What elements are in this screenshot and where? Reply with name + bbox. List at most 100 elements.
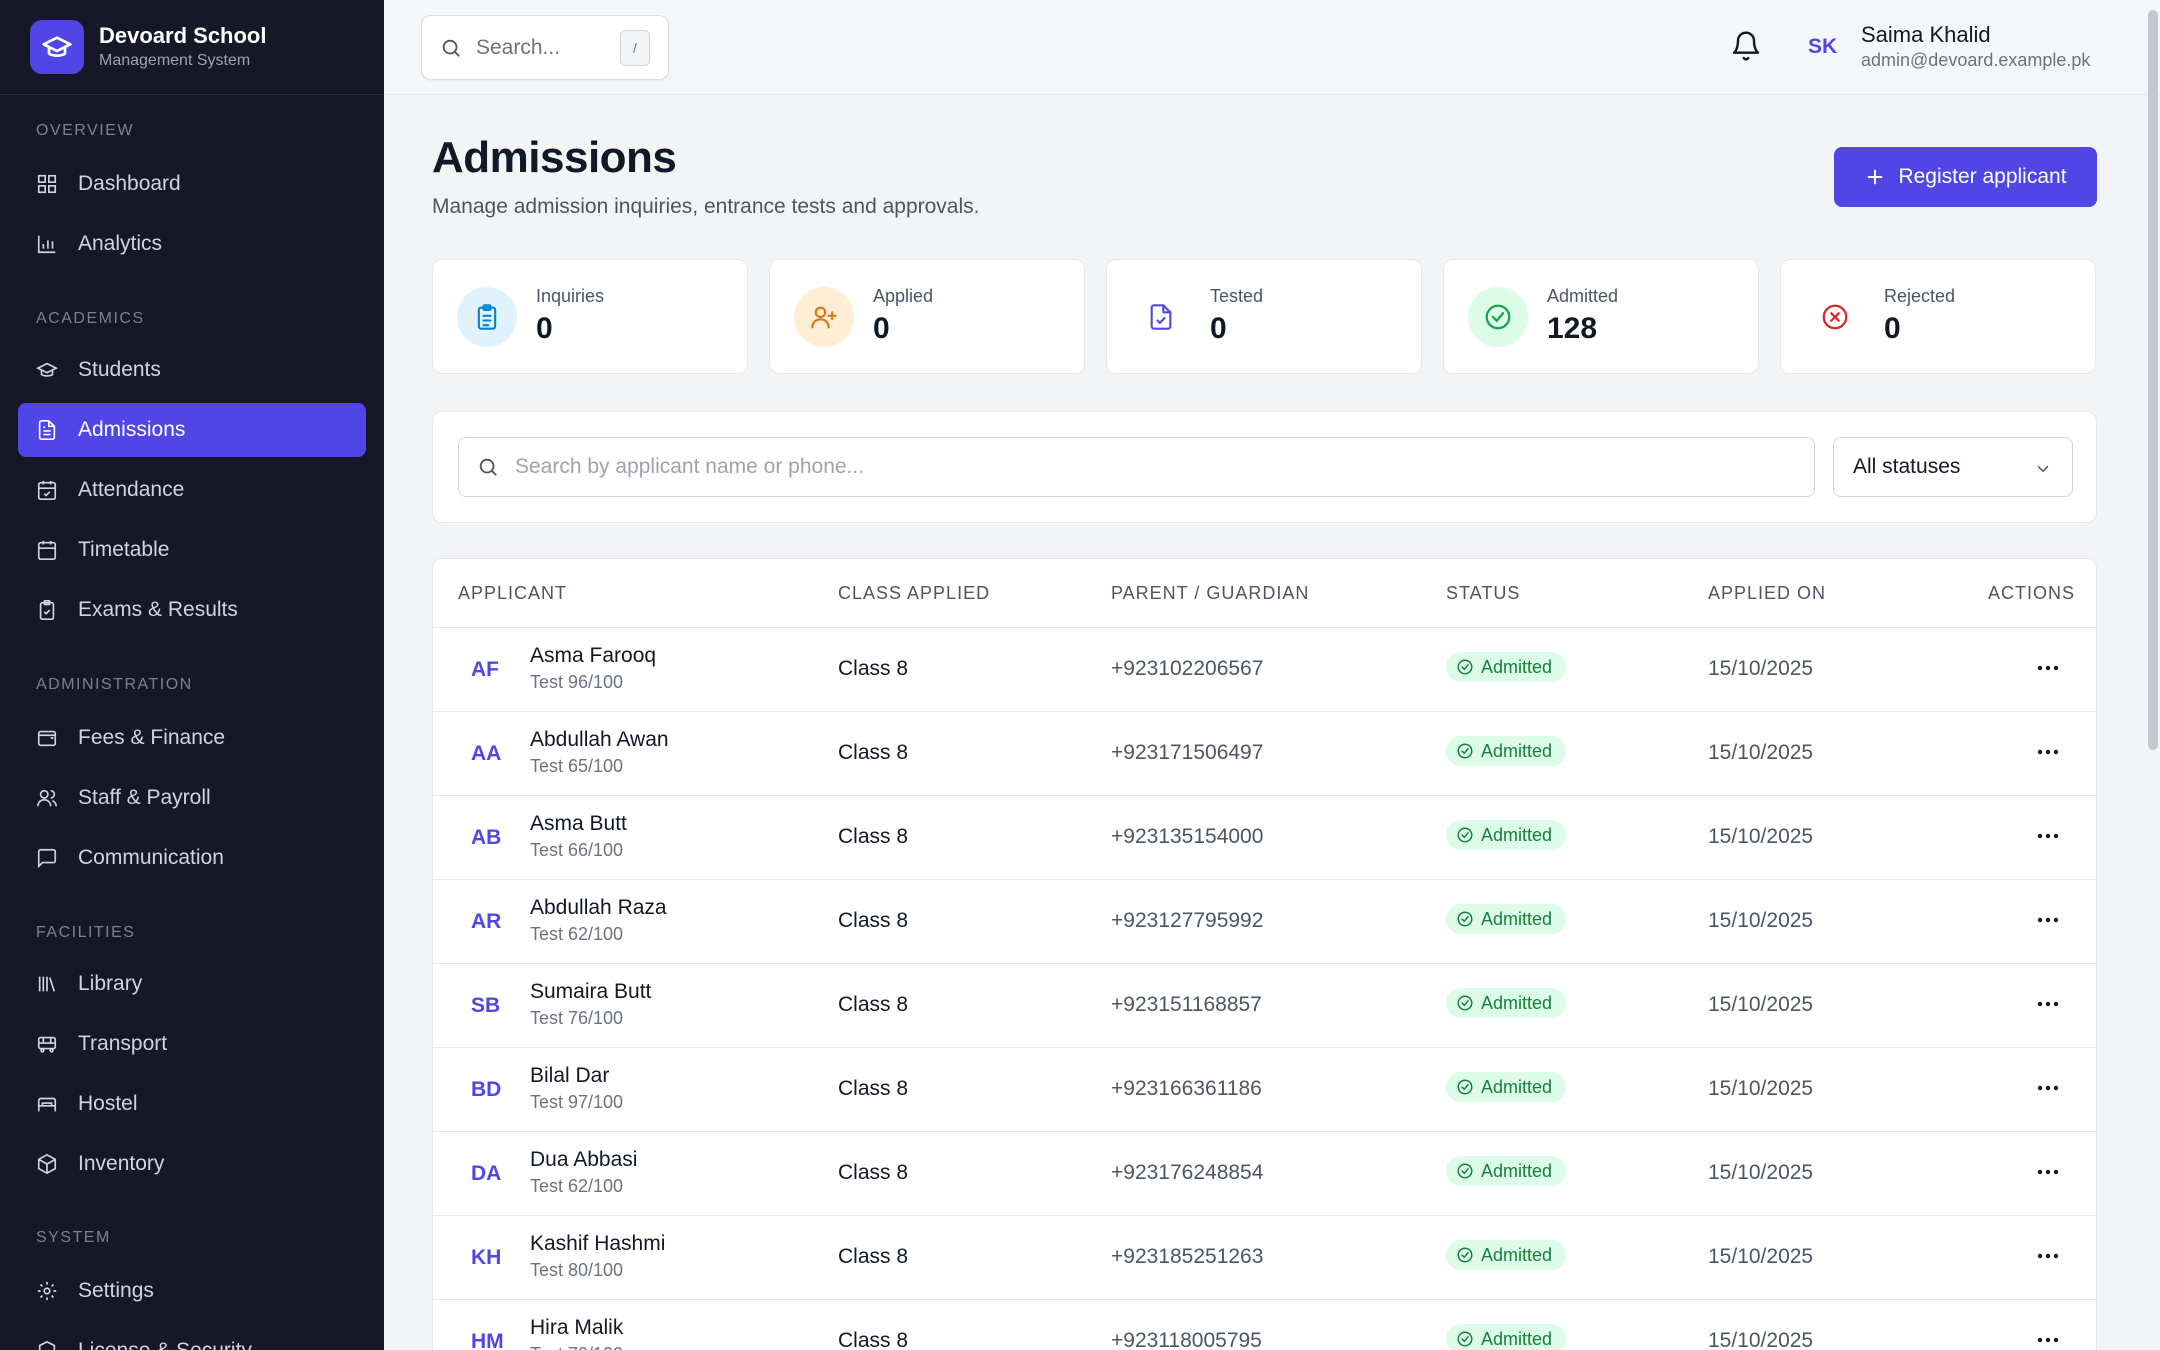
applied-date: 15/10/2025 xyxy=(1708,657,1814,680)
stat-label: Admitted xyxy=(1547,286,1619,306)
row-actions-button[interactable] xyxy=(2033,1244,2063,1268)
applied-date: 15/10/2025 xyxy=(1708,993,1814,1016)
graduation-cap-icon xyxy=(36,362,58,377)
more-horizontal-icon xyxy=(2037,1253,2059,1259)
sidebar-item-transport[interactable]: Transport xyxy=(18,1017,366,1071)
table-row[interactable]: AF Asma Farooq Test 96/100 Class 8 +9231… xyxy=(433,628,2096,712)
package-icon xyxy=(37,1153,57,1175)
sidebar-item-attendance[interactable]: Attendance xyxy=(18,463,366,517)
class-applied: Class 8 xyxy=(838,1077,909,1100)
sidebar-item-admissions[interactable]: Admissions xyxy=(18,403,366,457)
applicant-name[interactable]: Bilal Dar xyxy=(530,1064,610,1087)
more-horizontal-icon xyxy=(2037,1337,2059,1343)
sidebar-item-settings[interactable]: Settings xyxy=(18,1264,366,1318)
sidebar-item-license[interactable]: License & Security xyxy=(18,1324,366,1350)
global-search-input[interactable]: Search... / xyxy=(421,15,669,80)
column-header-applied-on[interactable]: APPLIED ON xyxy=(1708,583,1827,603)
sidebar-item-students[interactable]: Students xyxy=(18,343,366,397)
sidebar-item-timetable[interactable]: Timetable xyxy=(18,523,366,577)
row-actions-button[interactable] xyxy=(2033,992,2063,1016)
message-square-icon xyxy=(37,848,57,869)
applicant-name[interactable]: Kashif Hashmi xyxy=(530,1232,666,1255)
class-applied: Class 8 xyxy=(838,741,909,764)
table-row[interactable]: DA Dua Abbasi Test 62/100 Class 8 +92317… xyxy=(433,1132,2096,1216)
applicant-name[interactable]: Abdullah Awan xyxy=(530,728,669,751)
sidebar-item-communication[interactable]: Communication xyxy=(18,831,366,885)
row-actions-button[interactable] xyxy=(2033,1160,2063,1184)
check-circle-icon xyxy=(1457,995,1473,1011)
row-actions-button[interactable] xyxy=(2033,656,2063,680)
column-header-applicant[interactable]: APPLICANT xyxy=(458,583,568,603)
applicant-search-input[interactable]: Search by applicant name or phone... xyxy=(458,437,1815,497)
applicant-name[interactable]: Sumaira Butt xyxy=(530,980,652,1003)
table-row[interactable]: SB Sumaira Butt Test 76/100 Class 8 +923… xyxy=(433,964,2096,1048)
sidebar-item-staff[interactable]: Staff & Payroll xyxy=(18,771,366,825)
row-actions-button[interactable] xyxy=(2033,1076,2063,1100)
table-row[interactable]: KH Kashif Hashmi Test 80/100 Class 8 +92… xyxy=(433,1216,2096,1300)
notifications-button[interactable] xyxy=(1730,30,1762,67)
register-applicant-label: Register applicant xyxy=(1898,165,2067,188)
avatar[interactable]: SK xyxy=(1808,35,1838,58)
stat-card-tested: Tested 0 xyxy=(1106,259,1422,374)
scrollbar-thumb[interactable] xyxy=(2148,10,2158,750)
table-row[interactable]: BD Bilal Dar Test 97/100 Class 8 +923166… xyxy=(433,1048,2096,1132)
sidebar: Devoard School Management System OVERVIE… xyxy=(0,0,384,1350)
sidebar-item-label: Exams & Results xyxy=(78,598,238,621)
applicant-name[interactable]: Dua Abbasi xyxy=(530,1148,638,1171)
table-row[interactable]: AB Asma Butt Test 66/100 Class 8 +923135… xyxy=(433,796,2096,880)
sidebar-item-library[interactable]: Library xyxy=(18,957,366,1011)
sidebar-item-exams[interactable]: Exams & Results xyxy=(18,583,366,637)
status-label: Admitted xyxy=(1481,1160,1553,1181)
grid-icon xyxy=(37,174,57,194)
more-horizontal-icon xyxy=(2037,1085,2059,1091)
page-subtitle: Manage admission inquiries, entrance tes… xyxy=(432,195,980,218)
applicant-name[interactable]: Asma Farooq xyxy=(530,644,657,667)
sidebar-item-analytics[interactable]: Analytics xyxy=(18,217,366,271)
stat-value: 0 xyxy=(1884,312,1901,345)
stat-card-rejected: Rejected 0 xyxy=(1780,259,2096,374)
graduation-cap-icon xyxy=(30,20,84,74)
sidebar-item-inventory[interactable]: Inventory xyxy=(18,1137,366,1191)
row-actions-button[interactable] xyxy=(2033,740,2063,764)
guardian-phone: +923118005795 xyxy=(1111,1329,1262,1350)
stat-label: Applied xyxy=(873,286,934,306)
table-row[interactable]: AA Abdullah Awan Test 65/100 Class 8 +92… xyxy=(433,712,2096,796)
applicant-name[interactable]: Abdullah Raza xyxy=(530,896,667,919)
column-header-status[interactable]: STATUS xyxy=(1446,583,1521,603)
class-applied: Class 8 xyxy=(838,993,909,1016)
stat-value: 0 xyxy=(873,312,890,345)
gear-icon xyxy=(37,1281,57,1301)
bar-chart-icon xyxy=(37,235,56,254)
column-header-actions: ACTIONS xyxy=(1988,583,2076,603)
bed-icon xyxy=(37,1097,57,1112)
more-horizontal-icon xyxy=(2037,917,2059,923)
sidebar-item-label: Attendance xyxy=(78,478,185,501)
applied-date: 15/10/2025 xyxy=(1708,1161,1814,1184)
table-row[interactable]: AR Abdullah Raza Test 62/100 Class 8 +92… xyxy=(433,880,2096,964)
row-actions-button[interactable] xyxy=(2033,908,2063,932)
table-row[interactable]: HM Hira Malik Test 70/100 Class 8 +92311… xyxy=(433,1300,2096,1350)
row-actions-button[interactable] xyxy=(2033,824,2063,848)
column-header-parent[interactable]: PARENT / GUARDIAN xyxy=(1111,583,1310,603)
sidebar-item-dashboard[interactable]: Dashboard xyxy=(18,157,366,211)
sidebar-item-hostel[interactable]: Hostel xyxy=(18,1077,366,1131)
more-horizontal-icon xyxy=(2037,749,2059,755)
shield-icon xyxy=(38,1340,56,1350)
brand[interactable]: Devoard School Management System xyxy=(0,0,384,95)
filter-bar: Search by applicant name or phone... All… xyxy=(432,411,2097,523)
file-text-icon xyxy=(38,420,56,440)
stat-card-admitted: Admitted 128 xyxy=(1443,259,1759,374)
status-filter-select[interactable]: All statuses xyxy=(1833,437,2073,497)
register-applicant-button[interactable]: Register applicant xyxy=(1834,147,2097,207)
library-icon xyxy=(38,976,56,992)
file-check-icon xyxy=(1131,287,1191,347)
row-actions-button[interactable] xyxy=(2033,1328,2063,1350)
more-horizontal-icon xyxy=(2037,1001,2059,1007)
applicant-name[interactable]: Hira Malik xyxy=(530,1316,624,1339)
check-circle-icon xyxy=(1457,1331,1473,1347)
sidebar-item-fees[interactable]: Fees & Finance xyxy=(18,711,366,765)
applicant-name[interactable]: Asma Butt xyxy=(530,812,627,835)
user-name[interactable]: Saima Khalid xyxy=(1861,22,1991,47)
nav-section-academics: ACADEMICS xyxy=(36,310,145,327)
column-header-class[interactable]: CLASS APPLIED xyxy=(838,583,991,603)
